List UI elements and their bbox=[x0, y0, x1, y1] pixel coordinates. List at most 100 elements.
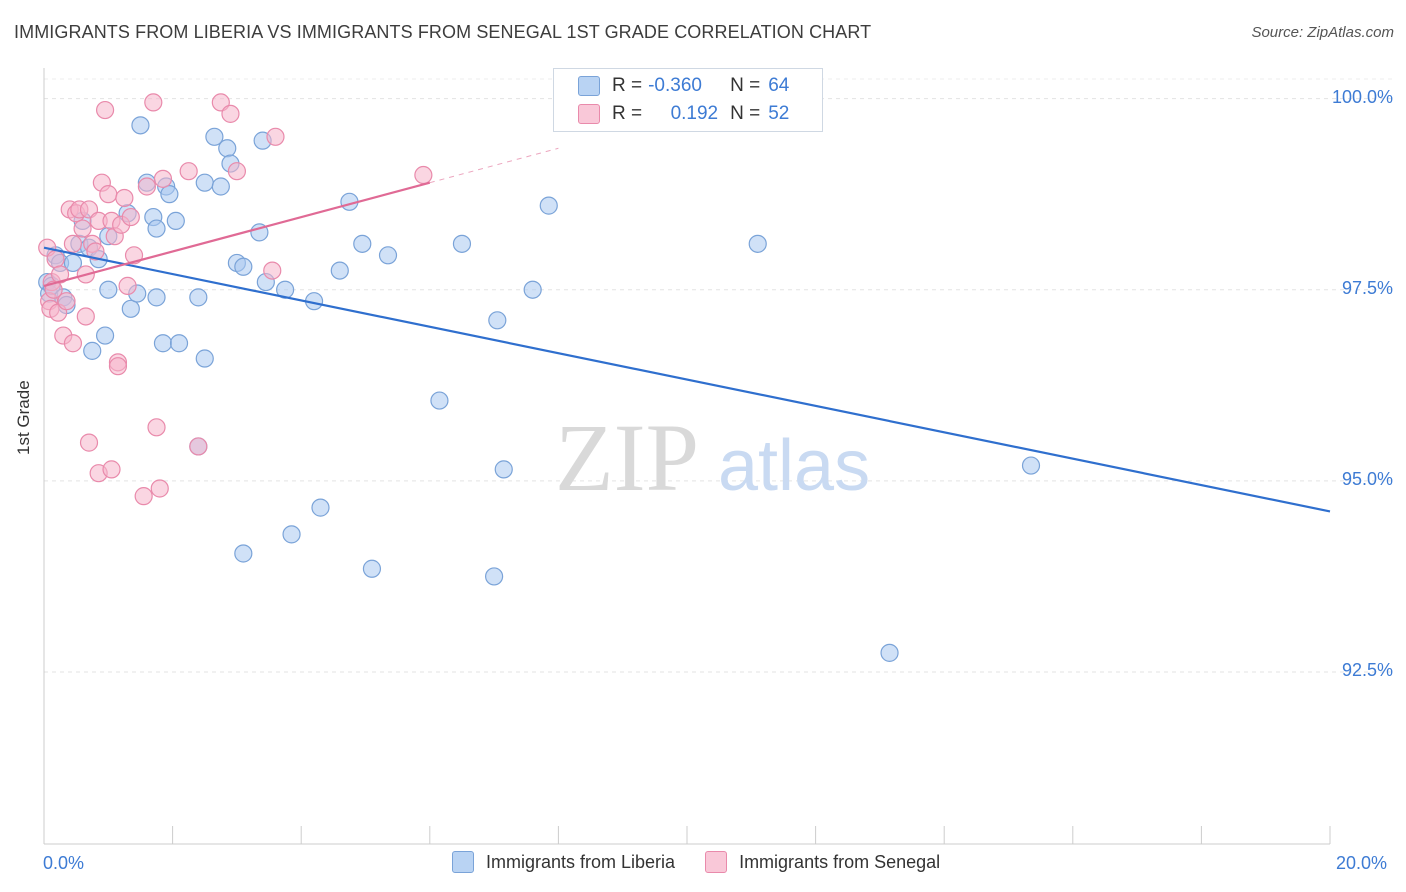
liberia-point bbox=[353, 234, 372, 253]
senegal-r-value: 0.192 bbox=[670, 103, 719, 124]
senegal-point bbox=[147, 418, 166, 437]
senegal-trend-extension bbox=[429, 147, 559, 184]
senegal-point bbox=[118, 276, 137, 295]
senegal-point bbox=[227, 162, 246, 181]
liberia-point bbox=[205, 127, 224, 146]
senegal-r-label: R = bbox=[612, 103, 643, 124]
liberia-legend-swatch bbox=[452, 851, 474, 873]
y-tick-label-92-5: 92.5% bbox=[1341, 660, 1393, 680]
data-points bbox=[38, 89, 1041, 662]
liberia-point bbox=[83, 341, 102, 360]
liberia-point bbox=[166, 211, 185, 231]
liberia-point bbox=[485, 567, 504, 586]
y-tick-label-95: 95.0% bbox=[1341, 469, 1393, 489]
liberia-point bbox=[99, 280, 118, 299]
liberia-point bbox=[494, 460, 513, 479]
correlation-legend: R = -0.360 N = 64 R = 0.192 N = 52 bbox=[553, 68, 823, 132]
senegal-point bbox=[79, 433, 99, 452]
legend-row-senegal: R = 0.192 N = 52 bbox=[578, 100, 789, 128]
senegal-swatch bbox=[578, 104, 600, 124]
legend-row-liberia: R = -0.360 N = 64 bbox=[578, 72, 789, 100]
senegal-point bbox=[266, 127, 285, 146]
senegal-point bbox=[63, 234, 83, 253]
senegal-point bbox=[57, 292, 76, 311]
liberia-point bbox=[121, 299, 140, 318]
senegal-point bbox=[137, 177, 156, 196]
legend-item-liberia[interactable]: Immigrants from Liberia bbox=[452, 851, 675, 873]
senegal-point bbox=[102, 460, 121, 479]
axes bbox=[43, 68, 1331, 845]
senegal-point bbox=[144, 93, 163, 112]
liberia-point bbox=[169, 334, 189, 353]
senegal-point bbox=[95, 100, 115, 120]
liberia-point bbox=[539, 196, 558, 215]
liberia-point bbox=[234, 257, 253, 276]
senegal-point bbox=[46, 250, 65, 269]
senegal-point bbox=[76, 307, 95, 326]
liberia-n-value: 64 bbox=[768, 75, 790, 96]
x-tick-label-min: 0.0% bbox=[43, 853, 85, 873]
grid-lines bbox=[44, 78, 1392, 673]
liberia-point bbox=[378, 246, 398, 265]
senegal-point bbox=[189, 437, 208, 456]
liberia-trend-line bbox=[43, 246, 1331, 513]
chart-title: IMMIGRANTS FROM LIBERIA VS IMMIGRANTS FR… bbox=[14, 22, 872, 42]
liberia-point bbox=[195, 173, 214, 192]
liberia-point bbox=[282, 525, 301, 544]
senegal-n-value: 52 bbox=[768, 103, 790, 124]
liberia-point bbox=[234, 544, 253, 563]
liberia-point bbox=[160, 185, 179, 204]
source-credit: Source: ZipAtlas.com bbox=[1251, 24, 1394, 41]
liberia-r-value: -0.360 bbox=[648, 75, 702, 96]
senegal-point bbox=[263, 261, 282, 280]
liberia-swatch bbox=[578, 76, 600, 96]
senegal-point bbox=[121, 207, 140, 227]
watermark-atlas: atlas bbox=[718, 426, 870, 506]
liberia-point bbox=[131, 116, 150, 135]
senegal-point bbox=[179, 162, 198, 181]
senegal-point bbox=[63, 334, 83, 353]
senegal-point bbox=[134, 487, 153, 506]
y-tick-label-100: 100.0% bbox=[1331, 87, 1393, 107]
y-tick-label-97-5: 97.5% bbox=[1341, 278, 1393, 298]
senegal-point bbox=[73, 219, 92, 238]
senegal-point bbox=[99, 185, 118, 204]
legend-item-senegal[interactable]: Immigrants from Senegal bbox=[705, 851, 940, 873]
liberia-point bbox=[330, 261, 349, 280]
senegal-point bbox=[50, 265, 70, 284]
liberia-point bbox=[95, 326, 115, 345]
liberia-point bbox=[189, 288, 208, 307]
liberia-point bbox=[452, 234, 472, 253]
liberia-point bbox=[430, 391, 449, 410]
watermark-zip: ZIP bbox=[555, 404, 699, 511]
liberia-point bbox=[211, 177, 230, 196]
series-legend: Immigrants from Liberia Immigrants from … bbox=[452, 851, 970, 873]
x-tick-label-max: 20.0% bbox=[1336, 853, 1388, 873]
liberia-point bbox=[195, 349, 214, 368]
liberia-n-label: N = bbox=[730, 75, 761, 96]
liberia-point bbox=[311, 498, 330, 517]
senegal-n-label: N = bbox=[730, 103, 761, 124]
liberia-point bbox=[523, 280, 542, 299]
liberia-point bbox=[488, 311, 507, 330]
liberia-point bbox=[153, 334, 173, 353]
senegal-point bbox=[115, 188, 134, 208]
senegal-point bbox=[108, 357, 128, 376]
senegal-point bbox=[221, 104, 240, 123]
liberia-point bbox=[748, 234, 767, 253]
senegal-point bbox=[86, 242, 105, 261]
senegal-legend-label: Immigrants from Senegal bbox=[739, 851, 941, 872]
senegal-point bbox=[150, 479, 169, 498]
liberia-point bbox=[147, 219, 166, 238]
liberia-point bbox=[147, 288, 166, 307]
senegal-trend-line bbox=[43, 181, 431, 287]
liberia-point bbox=[218, 139, 237, 158]
senegal-point bbox=[153, 169, 173, 188]
liberia-point bbox=[362, 559, 382, 578]
senegal-legend-swatch bbox=[705, 851, 728, 873]
liberia-point bbox=[880, 643, 899, 662]
liberia-r-label: R = bbox=[612, 75, 643, 96]
liberia-point bbox=[1021, 456, 1041, 475]
senegal-point bbox=[414, 165, 433, 185]
